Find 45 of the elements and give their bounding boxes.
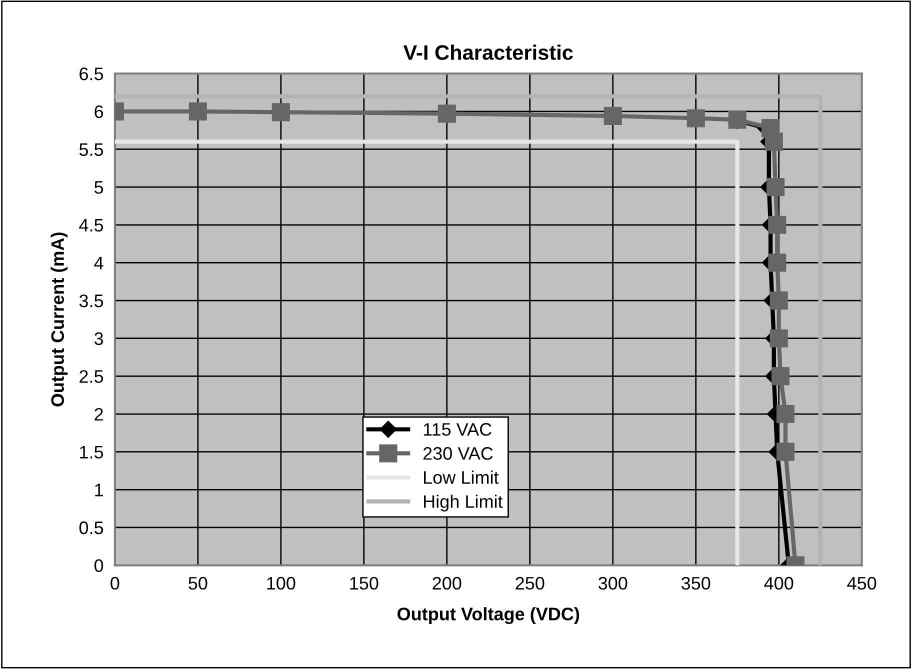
point bbox=[776, 404, 795, 424]
legend-label: Low Limit bbox=[424, 470, 499, 484]
point bbox=[771, 367, 790, 386]
point bbox=[770, 329, 788, 348]
y-tick-label: 0.5 bbox=[79, 521, 104, 534]
x-tick-label: 0 bbox=[110, 576, 120, 590]
point bbox=[768, 254, 786, 272]
point bbox=[686, 109, 705, 128]
point bbox=[766, 178, 785, 196]
point bbox=[272, 103, 290, 122]
y-axis-title: Output Current (mA) bbox=[50, 232, 68, 406]
y-tick-label: 6 bbox=[94, 105, 104, 118]
y-tick-label: 1.5 bbox=[80, 446, 104, 459]
x-tick-label: 100 bbox=[267, 576, 296, 590]
x-tick-label: 50 bbox=[188, 576, 208, 590]
x-tick-label: 150 bbox=[350, 576, 378, 590]
x-tick-label: 250 bbox=[516, 576, 544, 590]
legend-label: 230 VAC bbox=[423, 447, 493, 460]
point bbox=[770, 292, 788, 310]
legend-label: High Limit bbox=[424, 494, 503, 512]
y-tick-label: 3 bbox=[94, 332, 104, 346]
x-tick-label: 200 bbox=[432, 576, 462, 590]
x-tick-label: 300 bbox=[598, 576, 628, 590]
y-tick-label: 5.5 bbox=[79, 143, 104, 156]
point bbox=[768, 216, 786, 234]
y-tick-label: 3.5 bbox=[79, 294, 104, 308]
point bbox=[764, 132, 783, 151]
y-tick-label: 4.5 bbox=[79, 219, 104, 232]
legend-label: 115 VAC bbox=[424, 423, 492, 436]
y-tick-label: 1 bbox=[95, 484, 103, 496]
x-tick-label: 400 bbox=[764, 576, 794, 590]
x-tick-label: 350 bbox=[681, 576, 710, 590]
x-tick-label: 450 bbox=[847, 576, 876, 590]
y-tick-label: 5 bbox=[94, 181, 104, 194]
point bbox=[438, 104, 456, 123]
point bbox=[776, 442, 795, 461]
point bbox=[604, 106, 622, 125]
y-tick-label: 2.5 bbox=[80, 370, 104, 383]
y-tick-label: 0 bbox=[94, 559, 104, 572]
y-tick-label: 4 bbox=[94, 256, 104, 270]
point bbox=[188, 102, 207, 120]
x-axis-title: Output Voltage (VDC) bbox=[398, 607, 580, 624]
y-tick-label: 6.5 bbox=[80, 68, 104, 80]
chart-title: V-I Characteristic bbox=[403, 44, 573, 60]
y-tick-label: 2 bbox=[94, 408, 103, 421]
